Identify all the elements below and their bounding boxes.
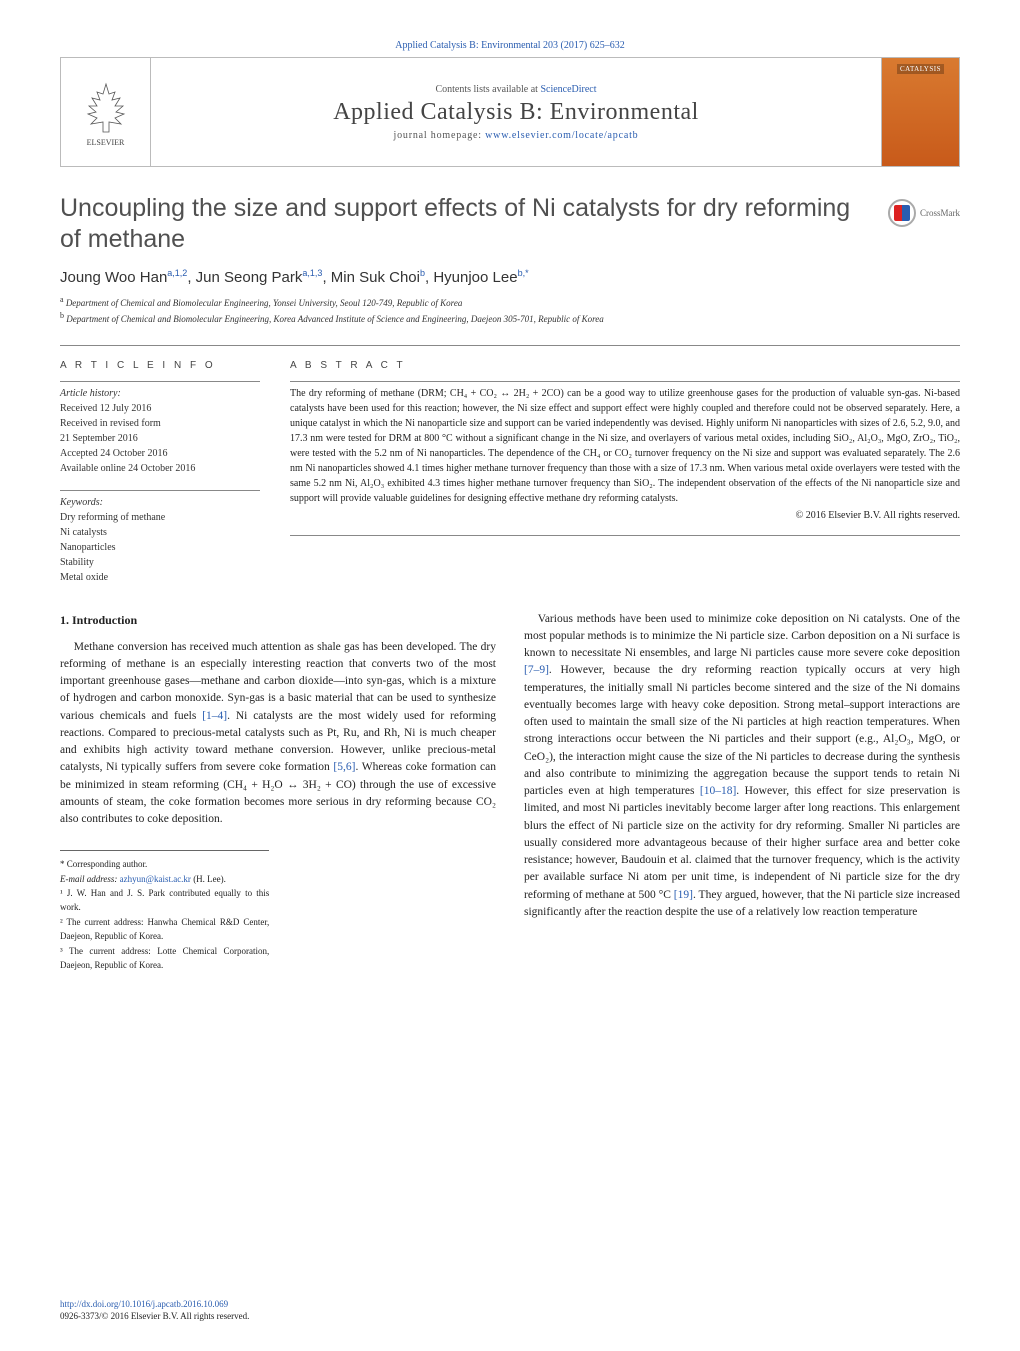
sciencedirect-link[interactable]: ScienceDirect [540,84,596,95]
ref-10-18[interactable]: [10–18] [700,785,736,797]
ref-19[interactable]: [19] [674,889,693,901]
keyword: Stability [60,557,94,568]
article-info-column: A R T I C L E I N F O Article history: R… [60,360,260,585]
keywords-label: Keywords: [60,497,103,508]
left-column: 1. Introduction Methane conversion has r… [60,611,496,973]
elsevier-label: ELSEVIER [87,138,125,147]
contents-prefix: Contents lists available at [435,84,540,95]
homepage-line: journal homepage: www.elsevier.com/locat… [394,130,639,141]
email-label: E-mail address: [60,874,120,884]
footnotes: * Corresponding author. E-mail address: … [60,850,269,972]
affiliations: a Department of Chemical and Biomolecula… [60,294,960,327]
corresponding-author: * Corresponding author. [60,857,269,871]
email-suffix: (H. Lee). [191,874,226,884]
history-line: Accepted 24 October 2016 [60,448,167,459]
keyword: Nanoparticles [60,542,116,553]
email-line: E-mail address: azhyun@kaist.ac.kr (H. L… [60,872,269,886]
article-info-heading: A R T I C L E I N F O [60,360,260,371]
journal-cover-thumb: CATALYSIS [881,58,959,166]
cover-label: CATALYSIS [897,64,944,74]
abstract-copyright: © 2016 Elsevier B.V. All rights reserved… [290,510,960,521]
elsevier-logo: ELSEVIER [61,58,151,166]
article-title: Uncoupling the size and support effects … [60,193,876,256]
journal-header-box: ELSEVIER Contents lists available at Sci… [60,57,960,167]
abstract-bottom-rule [290,535,960,536]
journal-name: Applied Catalysis B: Environmental [333,99,699,126]
history-line: Received 12 July 2016 [60,403,151,414]
article-history: Article history: Received 12 July 2016 Re… [60,381,260,476]
abstract-column: A B S T R A C T The dry reforming of met… [290,360,960,585]
intro-para-2: Various methods have been used to minimi… [524,611,960,922]
keywords-block: Keywords: Dry reforming of methane Ni cat… [60,490,260,585]
ref-7-9[interactable]: [7–9] [524,664,549,676]
intro-para-1: Methane conversion has received much att… [60,639,496,829]
keyword: Ni catalysts [60,527,107,538]
email-link[interactable]: azhyun@kaist.ac.kr [120,874,191,884]
crossmark-label: CrossMark [920,208,960,218]
homepage-link[interactable]: www.elsevier.com/locate/apcatb [485,130,638,141]
homepage-prefix: journal homepage: [394,130,486,141]
history-line: Available online 24 October 2016 [60,463,195,474]
footnote-2: ² The current address: Hanwha Chemical R… [60,915,269,944]
intro-p2b: . However, because the dry reforming rea… [524,664,960,797]
citation-header: Applied Catalysis B: Environmental 203 (… [60,40,960,51]
keyword: Dry reforming of methane [60,512,165,523]
crossmark-icon [888,199,916,227]
footer: http://dx.doi.org/10.1016/j.apcatb.2016.… [60,1298,249,1323]
ref-5-6[interactable]: [5,6] [333,761,355,773]
crossmark-badge[interactable]: CrossMark [888,199,960,227]
issn-copyright: 0926-3373/© 2016 Elsevier B.V. All right… [60,1311,249,1321]
ref-1-4[interactable]: [1–4] [202,710,227,722]
abstract-text: The dry reforming of methane (DRM; CH₄ +… [290,381,960,506]
contents-available-line: Contents lists available at ScienceDirec… [435,84,596,95]
intro-p2a: Various methods have been used to minimi… [524,613,960,660]
intro-p2c: . However, this effect for size preserva… [524,785,960,901]
authors-line: Joung Woo Hana,1,2, Jun Seong Parka,1,3,… [60,268,960,286]
history-label: Article history: [60,388,121,399]
history-line: Received in revised form [60,418,161,429]
keyword: Metal oxide [60,572,108,583]
footnote-1: ¹ J. W. Han and J. S. Park contributed e… [60,886,269,915]
body-columns: 1. Introduction Methane conversion has r… [60,611,960,973]
header-center: Contents lists available at ScienceDirec… [151,58,881,166]
right-column: Various methods have been used to minimi… [524,611,960,973]
doi-link[interactable]: http://dx.doi.org/10.1016/j.apcatb.2016.… [60,1299,228,1309]
elsevier-tree-icon [81,78,131,138]
abstract-heading: A B S T R A C T [290,360,960,371]
intro-heading: 1. Introduction [60,611,496,629]
history-line: 21 September 2016 [60,433,138,444]
footnote-3: ³ The current address: Lotte Chemical Co… [60,944,269,973]
